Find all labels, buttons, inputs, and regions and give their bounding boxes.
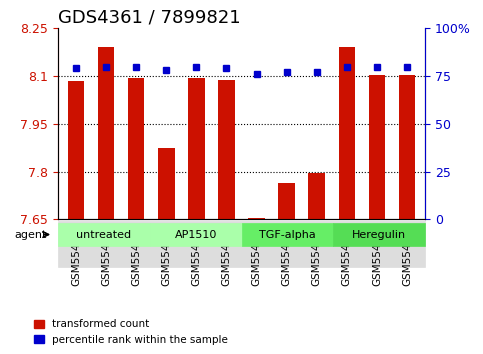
Text: agent: agent xyxy=(14,229,47,240)
Text: Heregulin: Heregulin xyxy=(352,229,406,240)
Bar xyxy=(188,78,205,219)
Bar xyxy=(278,183,295,219)
Bar xyxy=(158,148,174,219)
Text: GDS4361 / 7899821: GDS4361 / 7899821 xyxy=(58,9,241,27)
Legend: transformed count, percentile rank within the sample: transformed count, percentile rank withi… xyxy=(29,315,232,349)
Bar xyxy=(369,74,385,219)
Text: untreated: untreated xyxy=(76,229,131,240)
Bar xyxy=(68,81,85,219)
Text: AP1510: AP1510 xyxy=(174,229,217,240)
Bar xyxy=(309,173,325,219)
Text: TGF-alpha: TGF-alpha xyxy=(259,229,316,240)
Bar xyxy=(339,47,355,219)
Bar xyxy=(218,80,235,219)
Bar xyxy=(98,47,114,219)
Bar xyxy=(248,218,265,219)
Bar xyxy=(398,74,415,219)
Bar xyxy=(128,78,144,219)
